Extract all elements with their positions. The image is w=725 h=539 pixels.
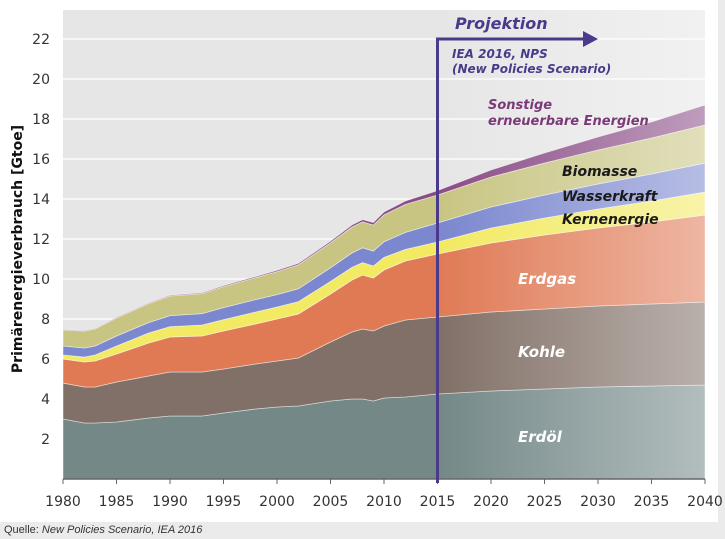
x-tick-label: 1990: [152, 494, 188, 510]
x-tick-label: 1980: [45, 494, 81, 510]
x-tick-label: 2000: [259, 494, 295, 510]
y-tick-label: 14: [32, 192, 50, 208]
y-tick-label: 12: [32, 232, 50, 248]
y-tick-label: 20: [32, 72, 50, 88]
label-wasserkraft: Wasserkraft: [562, 189, 659, 205]
y-axis-label: Primärenergieverbrauch [Gtoe]: [10, 125, 26, 373]
chart-panel: 1980 1985 1990 1995 2000 2005 2010 2015 2020 2025…: [0, 0, 723, 522]
y-tick-label: 18: [32, 112, 50, 128]
y-tick-label: 22: [32, 32, 50, 48]
series-labels: Sonstige erneuerbare Energien Biomasse W…: [488, 98, 659, 446]
y-tick-label: 16: [32, 152, 50, 168]
label-sonstige-2: erneuerbare Energien: [488, 114, 649, 129]
x-tick-label: 2020: [473, 494, 509, 510]
y-tick-label: 2: [41, 432, 50, 448]
y-tick-label: 6: [41, 352, 50, 368]
source-text: New Policies Scenario, IEA 2016: [41, 524, 203, 536]
y-axis: 2 4 6 8 10 12 14 16 18 20 22: [32, 32, 50, 448]
x-tick-label: 2015: [420, 494, 456, 510]
source-prefix: Quelle:: [4, 524, 42, 536]
y-tick-label: 8: [41, 312, 50, 328]
x-tick-label: 2030: [580, 494, 616, 510]
x-tick-label: 2040: [687, 494, 723, 510]
label-erdoel: Erdöl: [518, 428, 563, 446]
x-tick-label: 1985: [99, 494, 135, 510]
label-kohle: Kohle: [518, 343, 565, 361]
label-sonstige-1: Sonstige: [488, 98, 552, 113]
label-biomasse: Biomasse: [562, 164, 637, 180]
x-axis: 1980 1985 1990 1995 2000 2005 2010 2015 2020 2025…: [45, 478, 723, 510]
x-tick-label: 2005: [313, 494, 349, 510]
label-kernenergie: Kernenergie: [562, 212, 659, 228]
y-tick-label: 10: [32, 272, 50, 288]
source-note: Quelle: New Policies Scenario, IEA 2016: [4, 524, 202, 536]
projection-subtitle-1: IEA 2016, NPS: [452, 47, 548, 61]
x-tick-label: 2010: [366, 494, 402, 510]
label-erdgas: Erdgas: [518, 270, 576, 288]
projection-subtitle-2: (New Policies Scenario): [452, 62, 611, 76]
projection-arrow-head: [583, 31, 598, 47]
x-tick-label: 1995: [206, 494, 242, 510]
projection-fade-overlay: [437, 10, 705, 479]
projection-title: Projektion: [455, 14, 548, 33]
y-tick-label: 4: [41, 392, 50, 408]
chart-svg: 1980 1985 1990 1995 2000 2005 2010 2015 2020 2025…: [10, 10, 723, 510]
x-tick-label: 2025: [527, 494, 563, 510]
x-tick-label: 2035: [634, 494, 670, 510]
projection-annotation: Projektion IEA 2016, NPS (New Policies S…: [436, 14, 611, 483]
